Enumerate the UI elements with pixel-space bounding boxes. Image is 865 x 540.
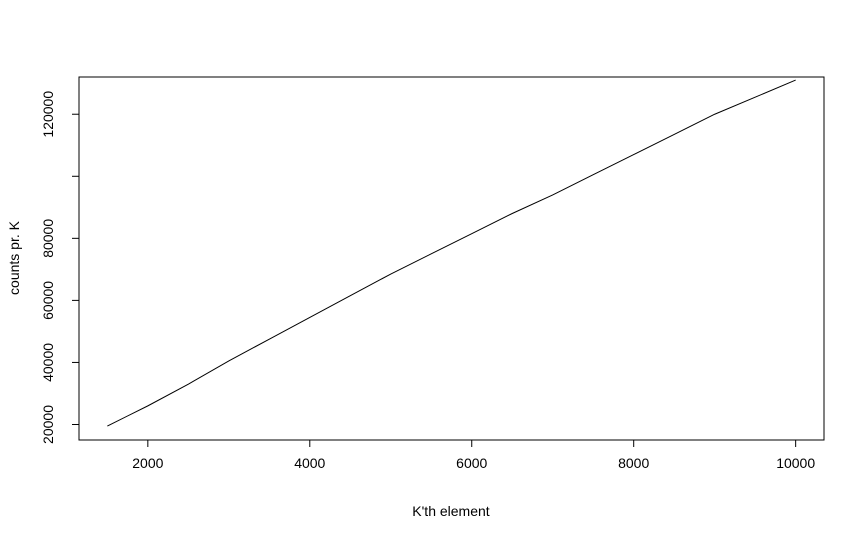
y-tick-label: 20000 [40,405,56,444]
y-tick-label: 40000 [40,343,56,382]
series-line [107,79,796,427]
x-tick-label: 6000 [456,455,487,471]
x-tick-label: 10000 [776,455,815,471]
x-axis-label: K'th element [412,503,489,519]
x-tick-label: 2000 [132,455,163,471]
x-tick-label: 4000 [294,455,325,471]
y-tick-label: 60000 [40,281,56,320]
y-tick-label: 120000 [40,91,56,138]
x-tick-label: 8000 [618,455,649,471]
y-axis-label: counts pr. K [6,220,22,295]
plot-frame [78,76,825,441]
y-axis: 20000 40000 60000 80000 120000 [40,91,80,444]
x-axis: 2000 4000 6000 8000 10000 [132,439,815,471]
y-tick-label: 80000 [40,219,56,258]
